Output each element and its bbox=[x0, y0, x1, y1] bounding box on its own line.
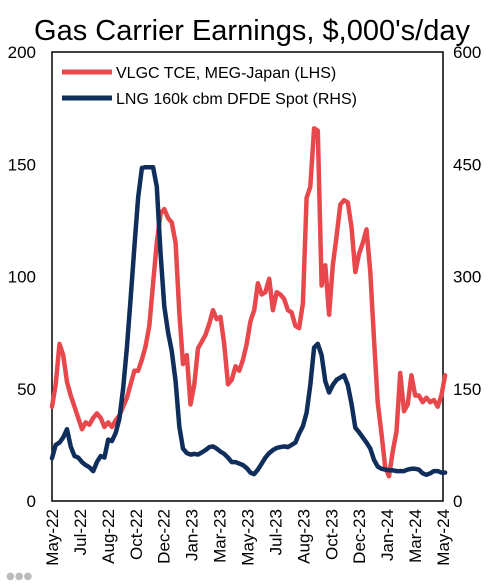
x-tick-label: Dec-22 bbox=[155, 509, 174, 564]
legend-label: LNG 160k cbm DFDE Spot (RHS) bbox=[116, 91, 357, 108]
left-tick-label: 100 bbox=[8, 268, 36, 287]
plot-frame bbox=[51, 51, 444, 502]
x-tick-label: May-24 bbox=[434, 509, 453, 566]
x-axis-ticks: May-22 Jul-22 Aug-22 Oct-22 Dec-22 Jan-23 Mar-… bbox=[43, 509, 453, 566]
legend-label: VLGC TCE, MEG-Japan (LHS) bbox=[116, 65, 336, 82]
left-tick-label: 150 bbox=[8, 155, 36, 174]
series-lines bbox=[49, 126, 448, 479]
x-tick-label: Dec-23 bbox=[350, 509, 369, 564]
chart-title: Gas Carrier Earnings, $,000's/day bbox=[34, 15, 470, 47]
x-tick-label: Oct-23 bbox=[322, 509, 341, 560]
x-tick-label: May-23 bbox=[239, 509, 258, 566]
legend: VLGC TCE, MEG-Japan (LHS) LNG 160k cbm DF… bbox=[62, 65, 357, 108]
left-tick-label: 50 bbox=[17, 380, 36, 399]
x-tick-label: Oct-22 bbox=[127, 509, 146, 560]
left-tick-label: 0 bbox=[27, 492, 36, 511]
left-axis-ticks: 0 50 100 150 200 bbox=[8, 43, 36, 511]
x-tick-label: Mar-24 bbox=[406, 509, 425, 563]
right-tick-label: 450 bbox=[453, 155, 481, 174]
x-tick-label: Aug-22 bbox=[99, 509, 118, 564]
x-tick-label: May-22 bbox=[43, 509, 62, 566]
right-axis-ticks: 0 150 300 450 600 bbox=[453, 43, 481, 511]
right-tick-label: 0 bbox=[453, 492, 462, 511]
x-tick-label: Mar-23 bbox=[211, 509, 230, 563]
watermark-logo: ●●● bbox=[6, 571, 33, 582]
x-tick-label: Jul-23 bbox=[266, 509, 285, 555]
x-tick-label: Jan-23 bbox=[183, 509, 202, 561]
series-line-vlgc bbox=[49, 126, 448, 479]
right-tick-label: 600 bbox=[453, 43, 481, 62]
series-line-lng bbox=[49, 164, 448, 478]
x-tick-label: Aug-23 bbox=[294, 509, 313, 564]
x-tick-label: Jan-24 bbox=[378, 509, 397, 561]
x-tick-label: Jul-22 bbox=[71, 509, 90, 555]
left-tick-label: 200 bbox=[8, 43, 36, 62]
right-tick-label: 300 bbox=[453, 268, 481, 287]
right-tick-label: 150 bbox=[453, 380, 481, 399]
